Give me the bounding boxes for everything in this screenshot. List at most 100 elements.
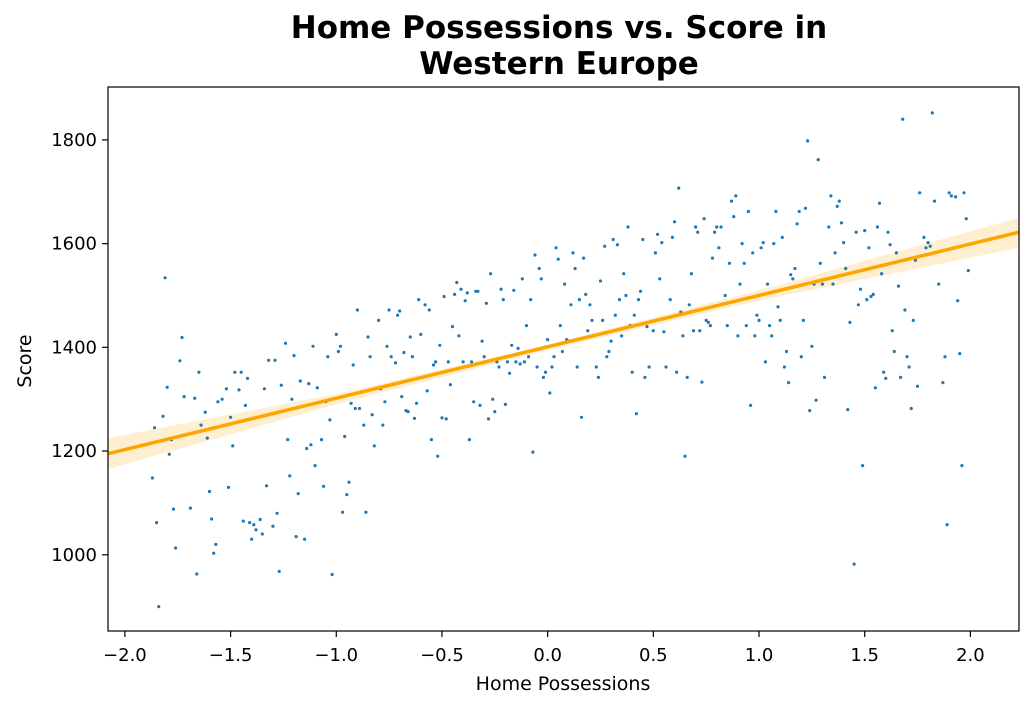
data-point <box>803 206 808 210</box>
data-point <box>224 387 228 391</box>
data-point <box>765 282 770 286</box>
data-point <box>827 225 831 229</box>
data-point <box>537 266 541 271</box>
data-point <box>541 375 546 379</box>
data-point <box>888 243 892 247</box>
data-point <box>863 229 867 233</box>
data-point <box>229 415 233 419</box>
data-point <box>512 288 516 292</box>
data-point <box>309 443 313 447</box>
data-point <box>622 272 626 276</box>
data-point <box>810 344 814 348</box>
data-point <box>450 325 455 329</box>
data-point <box>520 277 524 281</box>
x-tick-label: 0.5 <box>639 645 668 666</box>
data-point <box>645 325 649 329</box>
data-point <box>195 572 199 576</box>
data-point <box>789 273 793 277</box>
data-point <box>558 324 562 328</box>
data-point <box>155 521 159 525</box>
data-point <box>624 293 628 298</box>
data-point <box>254 528 258 532</box>
data-point <box>233 370 237 374</box>
data-point <box>814 398 818 402</box>
data-point <box>708 324 713 328</box>
data-point <box>861 464 865 468</box>
data-point <box>683 454 687 458</box>
data-point <box>818 261 822 265</box>
x-tick-label: 1.0 <box>745 645 774 666</box>
data-point <box>620 334 624 338</box>
data-point <box>801 318 806 322</box>
data-point <box>453 292 457 296</box>
data-point <box>423 303 427 307</box>
y-axis-ticks: 1000 1200 1400 1600 1800 <box>51 130 108 566</box>
x-axis-ticks: −2.0 −1.5 −1.0 −0.5 0.0 0.5 1.0 1.5 2.0 <box>103 631 985 666</box>
data-point <box>954 195 958 199</box>
data-point <box>704 318 708 322</box>
data-point <box>258 517 262 522</box>
data-point <box>763 360 768 364</box>
data-point <box>846 408 850 412</box>
data-point <box>326 355 330 359</box>
data-point <box>239 370 243 374</box>
data-point <box>296 492 300 496</box>
data-point <box>596 375 601 379</box>
x-tick-label: −1.0 <box>314 645 358 666</box>
data-point <box>702 217 706 221</box>
data-point <box>713 230 717 234</box>
data-point <box>174 546 178 550</box>
data-point <box>402 350 406 355</box>
data-point <box>349 401 353 405</box>
data-point <box>434 360 438 364</box>
data-point <box>611 237 615 242</box>
data-point <box>966 269 970 273</box>
data-point <box>787 381 791 385</box>
data-point <box>552 355 556 359</box>
data-point <box>598 279 603 283</box>
data-point <box>877 201 882 205</box>
data-point <box>915 384 920 388</box>
data-point <box>694 225 698 229</box>
data-point <box>472 400 476 404</box>
data-point <box>924 246 928 250</box>
data-point <box>867 246 871 250</box>
data-point <box>647 365 651 369</box>
data-point <box>736 334 740 338</box>
data-point <box>793 266 797 271</box>
data-point <box>842 241 846 245</box>
data-point <box>288 474 292 478</box>
data-point <box>751 251 755 255</box>
data-point <box>467 438 471 442</box>
data-point <box>607 349 611 354</box>
data-point <box>311 344 315 348</box>
data-point <box>626 225 630 229</box>
data-point <box>844 266 848 271</box>
data-point <box>161 414 165 418</box>
data-point <box>822 375 827 379</box>
data-point <box>732 215 736 219</box>
data-point <box>305 446 309 451</box>
data-point <box>641 237 645 242</box>
data-point <box>588 303 592 307</box>
data-point <box>746 209 751 214</box>
data-point <box>947 191 951 195</box>
data-point <box>643 375 647 379</box>
x-tick-label: −0.5 <box>420 645 464 666</box>
data-point <box>531 450 535 454</box>
data-point <box>639 289 643 293</box>
data-point <box>442 294 446 299</box>
data-point <box>791 277 795 281</box>
data-point <box>579 415 584 419</box>
data-point <box>505 360 510 364</box>
data-point <box>417 298 421 302</box>
y-tick-label: 1200 <box>51 441 97 462</box>
data-point <box>205 436 209 440</box>
data-point <box>582 256 586 260</box>
data-point <box>780 235 784 239</box>
x-tick-label: −2.0 <box>103 645 147 666</box>
data-point <box>165 385 169 389</box>
data-point <box>691 329 696 333</box>
data-point <box>533 253 537 257</box>
data-point <box>510 343 514 347</box>
